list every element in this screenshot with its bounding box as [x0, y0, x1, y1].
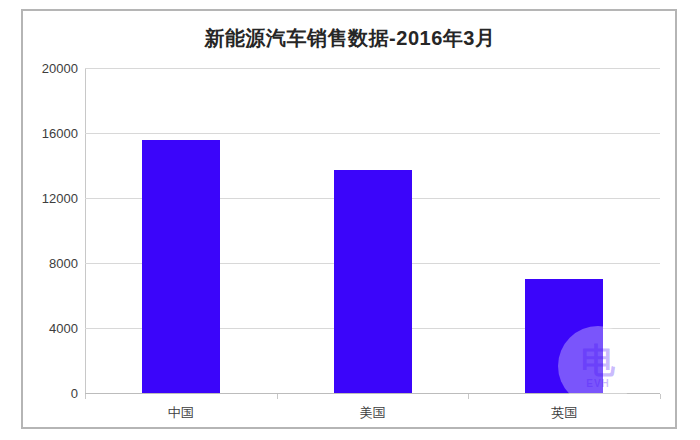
bar-3 — [525, 279, 603, 393]
y-axis-line — [85, 68, 86, 394]
bar-2 — [334, 170, 412, 393]
gridline — [85, 133, 660, 134]
x-axis-label: 中国 — [111, 404, 251, 422]
chart-image: 新能源汽车销售数据-2016年3月 20000 16000 12000 8000 400… — [0, 0, 700, 440]
y-axis-label: 8000 — [28, 256, 78, 271]
x-axis-label: 英国 — [494, 404, 634, 422]
y-axis-label: 16000 — [28, 126, 78, 141]
x-axis-line — [85, 393, 660, 394]
y-axis-label: 0 — [28, 386, 78, 401]
x-axis-tick — [468, 394, 469, 399]
y-axis-label: 20000 — [28, 61, 78, 76]
chart-title: 新能源汽车销售数据-2016年3月 — [0, 25, 700, 52]
x-axis-tick — [660, 394, 661, 399]
y-axis-label: 4000 — [28, 321, 78, 336]
x-axis-tick — [277, 394, 278, 399]
bar-1 — [142, 140, 220, 394]
gridline — [85, 68, 660, 69]
x-axis-label: 美国 — [303, 404, 443, 422]
y-axis-label: 12000 — [28, 191, 78, 206]
x-axis-tick — [85, 394, 86, 399]
